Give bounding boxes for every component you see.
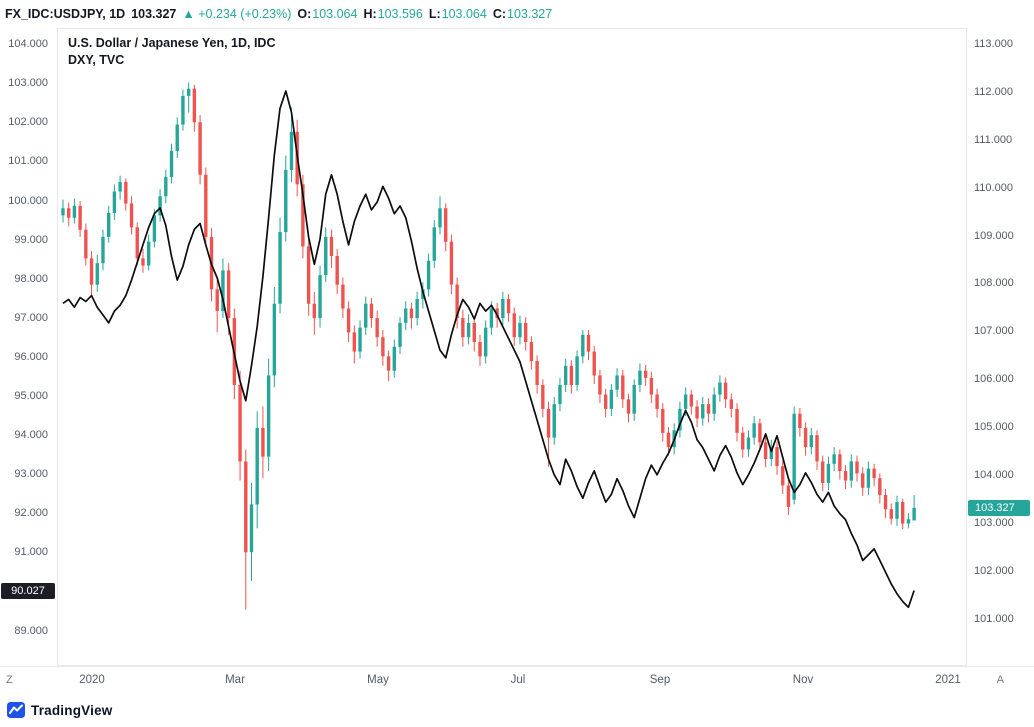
tradingview-logo-icon xyxy=(7,702,25,718)
price-change: ▲ +0.234 (+0.23%) xyxy=(182,7,291,21)
right-axis-label: 106.000 xyxy=(974,373,1014,385)
time-scale[interactable]: Z A 2020 Mar May Jul Sep Nov 2021 xyxy=(0,666,1034,695)
right-axis-label: 104.000 xyxy=(974,469,1014,481)
usdjpy-last-price-badge: 103.327 xyxy=(968,500,1030,516)
usdjpy-candlestick-series xyxy=(61,82,916,610)
time-axis-label: 2020 xyxy=(79,674,105,686)
right-axis-label: 110.000 xyxy=(974,182,1013,194)
right-axis-label: 102.000 xyxy=(974,565,1014,577)
time-axis-label: Jul xyxy=(510,674,526,686)
left-axis-label: 95.000 xyxy=(14,390,48,402)
left-axis-label: 98.000 xyxy=(14,273,48,285)
right-axis-label: 109.000 xyxy=(974,230,1014,242)
right-axis-label: 108.000 xyxy=(974,277,1014,289)
left-axis-label: 104.000 xyxy=(8,38,48,50)
price-chart-canvas[interactable] xyxy=(58,29,966,665)
price-chart[interactable]: U.S. Dollar / Japanese Yen, 1D, IDC DXY,… xyxy=(57,28,967,666)
open-readout: O: 103.064 xyxy=(297,7,358,21)
legend-main-series[interactable]: U.S. Dollar / Japanese Yen, 1D, IDC xyxy=(68,36,276,50)
left-price-scale[interactable]: 104.000 103.000 102.000 101.000 100.000 99.00… xyxy=(0,28,57,666)
timezone-button[interactable]: Z xyxy=(6,674,13,686)
symbol-title[interactable]: FX_IDC:USDJPY, 1D xyxy=(5,7,126,21)
left-axis-label: 103.000 xyxy=(8,77,48,89)
time-axis-label: 2021 xyxy=(935,674,961,686)
left-axis-label: 100.000 xyxy=(8,195,48,207)
tradingview-wordmark: TradingView xyxy=(31,702,113,718)
time-axis-label: Mar xyxy=(225,674,245,686)
right-axis-label: 111.000 xyxy=(974,134,1013,146)
left-axis-label: 94.000 xyxy=(14,429,48,441)
left-axis-label: 89.000 xyxy=(14,625,48,637)
right-axis-label: 112.000 xyxy=(974,86,1013,98)
left-axis-label: 91.000 xyxy=(14,546,48,558)
auto-scale-button[interactable]: A xyxy=(996,674,1004,686)
left-axis-label: 101.000 xyxy=(8,155,48,167)
legend-overlay-series[interactable]: DXY, TVC xyxy=(68,53,125,67)
last-price: 103.327 xyxy=(131,7,177,21)
low-readout: L: 103.064 xyxy=(428,7,487,21)
chart-legend: U.S. Dollar / Japanese Yen, 1D, IDC DXY,… xyxy=(68,35,276,69)
time-axis-label: Nov xyxy=(792,674,814,686)
symbol-info-bar: FX_IDC:USDJPY, 1D 103.327 ▲ +0.234 (+0.2… xyxy=(0,0,1034,28)
right-axis-label: 113.000 xyxy=(974,38,1013,50)
chart-area: 104.000 103.000 102.000 101.000 100.000 99.00… xyxy=(0,28,1034,666)
right-price-scale[interactable]: 113.000 112.000 111.000 110.000 109.000 108.0… xyxy=(967,28,1034,666)
left-axis-label: 99.000 xyxy=(14,234,48,246)
right-axis-label: 103.000 xyxy=(974,517,1014,529)
left-axis-label: 97.000 xyxy=(14,312,48,324)
left-axis-label: 102.000 xyxy=(8,116,48,128)
left-axis-label: 93.000 xyxy=(14,468,48,480)
right-axis-label: 105.000 xyxy=(974,421,1014,433)
up-arrow-icon: ▲ xyxy=(182,7,195,21)
dxy-last-price-badge: 90.027 xyxy=(1,583,55,599)
attribution-bar: TradingView xyxy=(0,694,1034,727)
left-axis-label: 92.000 xyxy=(14,507,48,519)
right-axis-label: 101.000 xyxy=(974,613,1014,625)
right-axis-label: 107.000 xyxy=(974,325,1014,337)
time-axis-label: May xyxy=(367,674,389,686)
dxy-line-series xyxy=(62,90,915,609)
close-readout: C: 103.327 xyxy=(492,7,553,21)
left-axis-label: 96.000 xyxy=(14,351,48,363)
change-value: +0.234 (+0.23%) xyxy=(198,7,292,21)
time-axis-label: Sep xyxy=(649,674,671,686)
high-readout: H: 103.596 xyxy=(363,7,423,21)
tradingview-logo[interactable]: TradingView xyxy=(7,701,112,719)
